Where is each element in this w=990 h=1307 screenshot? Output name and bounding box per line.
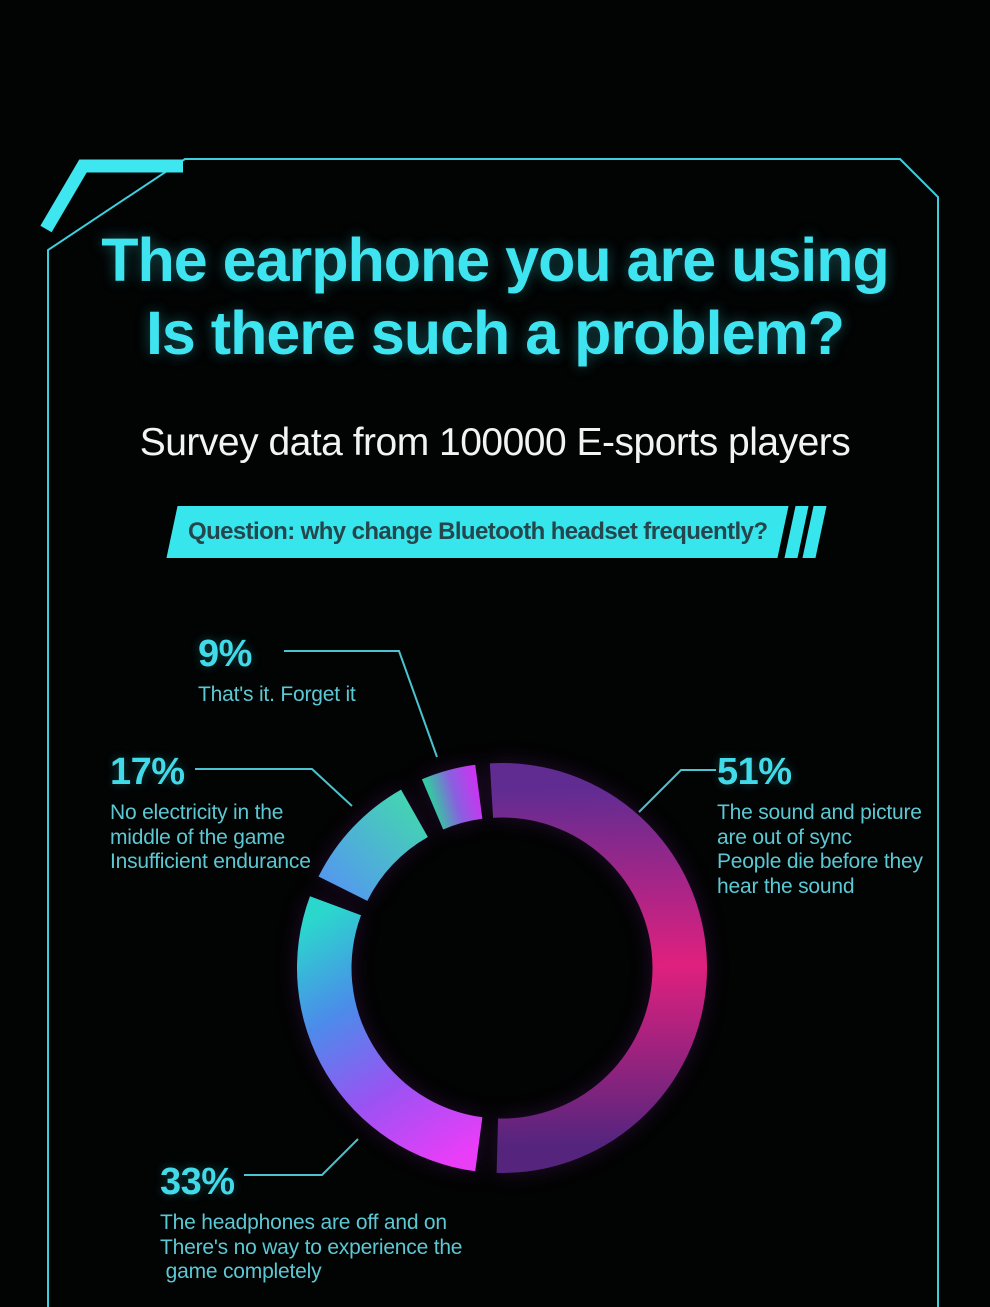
donut-segment-33 <box>296 896 483 1172</box>
callout-51-description: The sound and picture are out of sync Pe… <box>717 801 923 899</box>
callout-line: hear the sound <box>717 874 855 898</box>
question-banner-text: Question: why change Bluetooth headset f… <box>187 518 768 545</box>
leader-line-51 <box>638 769 716 813</box>
question-banner: Question: why change Bluetooth headset f… <box>166 506 789 558</box>
title-line-1: The earphone you are using <box>101 226 890 294</box>
callout-line: There's no way to experience the <box>160 1235 463 1259</box>
callout-line: are out of sync <box>717 825 852 849</box>
callout-line: game completely <box>160 1260 322 1283</box>
leader-lines <box>195 650 716 1176</box>
callout-line: middle of the game <box>110 825 286 849</box>
callout-line: The sound and picture <box>717 801 922 824</box>
callout-33-percent: 33% <box>160 1161 235 1203</box>
callout-9-percent: 9% <box>198 633 252 675</box>
callout-line: No electricity in the <box>110 801 284 824</box>
donut-segment-51 <box>489 763 707 1173</box>
callout-51-percent: 51% <box>717 751 792 793</box>
callout-33-description: The headphones are off and on There's no… <box>160 1211 462 1285</box>
callout-line: The headphones are off and on <box>160 1211 447 1234</box>
corner-accent-band <box>40 159 183 233</box>
title-line-2: Is there such a problem? <box>145 299 845 367</box>
callout-9-description: That's it. Forget it <box>198 683 356 708</box>
callout-line: That's it. Forget it <box>198 683 356 706</box>
donut-segment-9 <box>421 764 483 830</box>
callout-17-description: No electricity in the middle of the game… <box>110 801 311 875</box>
leader-line-33 <box>244 1138 359 1176</box>
callout-9: 9% That's it. Forget it <box>198 633 356 708</box>
callout-33: 33% The headphones are off and on There'… <box>160 1161 462 1285</box>
callout-17: 17% No electricity in the middle of the … <box>110 751 311 875</box>
frame-border <box>47 158 939 1307</box>
leader-line-9 <box>284 650 438 758</box>
callout-17-percent: 17% <box>110 751 185 793</box>
page-title: The earphone you are using Is there such… <box>0 224 990 370</box>
callout-51: 51% The sound and picture are out of syn… <box>717 751 923 899</box>
subtitle: Survey data from 100000 E-sports players <box>139 421 851 464</box>
callout-line: People die before they <box>717 850 923 873</box>
callout-line: Insufficient endurance <box>110 850 311 873</box>
leader-line-17 <box>195 768 353 807</box>
donut-segment-17 <box>318 789 428 901</box>
